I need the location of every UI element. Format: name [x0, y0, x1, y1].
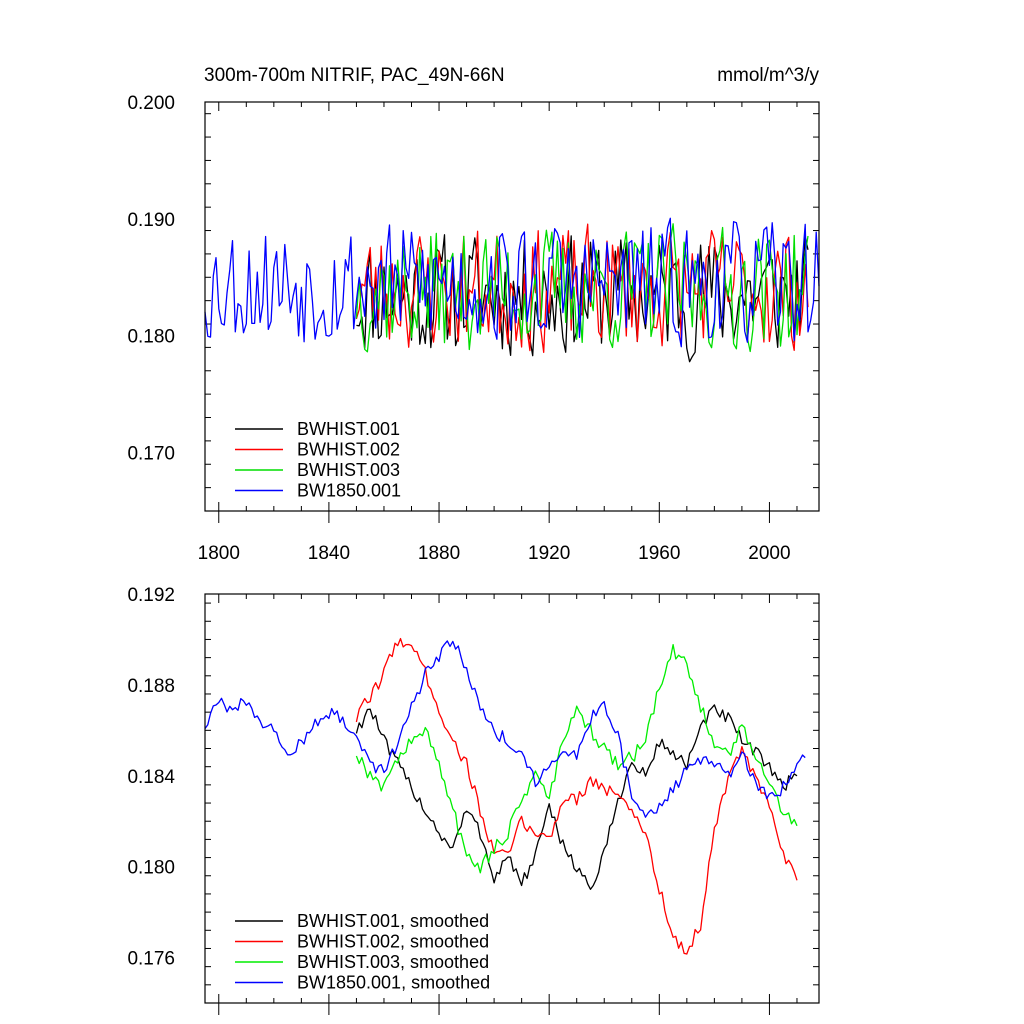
- y-tick-label: 0.180: [127, 858, 175, 879]
- y-tick-label: 0.184: [127, 767, 175, 788]
- legend-label: BW1850.001, smoothed: [297, 973, 490, 993]
- bottom-plot-frame: [204, 593, 820, 1004]
- y-tick-label: 0.192: [127, 585, 175, 606]
- x-tick-label: 2000: [748, 543, 790, 564]
- y-tick-label: 0.170: [127, 444, 175, 465]
- legend-label: BWHIST.001: [297, 419, 400, 439]
- x-tick-label: 1800: [198, 543, 240, 564]
- legend-label: BWHIST.003, smoothed: [297, 952, 489, 972]
- top-plot-area: 1800 1840 1880 1920 1960 2000 0.170 0.180 0.190 0…: [127, 93, 820, 564]
- y-tick-label: 0.190: [127, 210, 175, 231]
- y-tick-label: 0.176: [127, 949, 175, 970]
- bottom-plot-area: 0.176 0.180 0.184 0.188 0.192: [127, 585, 819, 1015]
- legend-label: BWHIST.003: [297, 460, 400, 480]
- legend-label: BW1850.001: [297, 481, 401, 501]
- series-line-4: [204, 217, 820, 348]
- x-tick-label: 1920: [528, 543, 570, 564]
- y-tick-label: 0.188: [127, 676, 175, 697]
- legend-label: BWHIST.002: [297, 440, 400, 460]
- series-line-1: [355, 704, 798, 890]
- legend-label: BWHIST.001, smoothed: [297, 911, 489, 931]
- top-panel: 300m-700m NITRIF, PAC_49N-66N mmol/m^3/y…: [127, 65, 820, 564]
- x-tick-label: 1840: [308, 543, 350, 564]
- y-tick-label: 0.200: [127, 93, 175, 114]
- series-line-3: [355, 223, 809, 353]
- series-line-3: [355, 643, 798, 874]
- x-tick-label: 1880: [418, 543, 460, 564]
- top-units: mmol/m^3/y: [717, 65, 819, 86]
- series-line-2: [355, 637, 798, 955]
- bottom-panel: 0.176 0.180 0.184 0.188 0.192 BWHIST.001, sm…: [127, 585, 820, 1015]
- series-line-4: [204, 640, 806, 818]
- y-tick-label: 0.180: [127, 327, 175, 348]
- top-plot-frame: [204, 101, 820, 512]
- x-tick-label: 1960: [638, 543, 680, 564]
- legend-label: BWHIST.002, smoothed: [297, 932, 489, 952]
- top-title: 300m-700m NITRIF, PAC_49N-66N: [204, 65, 505, 86]
